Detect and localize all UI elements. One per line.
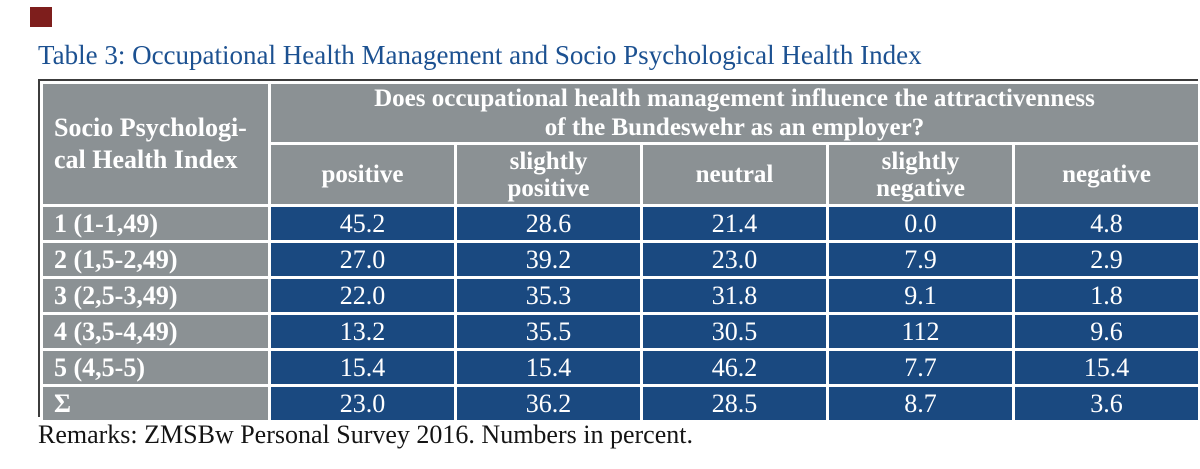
data-cell: 31.8	[640, 276, 829, 315]
data-cell: 35.5	[454, 312, 643, 351]
data-cell: 7.9	[826, 240, 1015, 279]
data-cell: 22.0	[268, 276, 457, 315]
table-row: 2 (1,5-2,49) 27.0 39.2 23.0 7.9 2.9	[40, 240, 1200, 279]
data-cell: 23.0	[268, 384, 457, 423]
data-cell: 112	[826, 312, 1015, 351]
question-header-cell: Does occupational health management infl…	[267, 81, 1200, 145]
data-cell: 28.5	[640, 384, 829, 423]
table-caption: Table 3: Occupational Health Management …	[38, 40, 922, 70]
table-row: 3 (2,5-3,49) 22.0 35.3 31.8 9.1 1.8	[40, 276, 1200, 315]
table-container: Socio Psychologi- cal Health Index Does …	[38, 79, 1200, 423]
data-cell: 36.2	[454, 384, 643, 423]
column-header-neutral: neutral	[640, 142, 829, 207]
column-header-slightly-positive: slightly positive	[454, 142, 643, 207]
data-cell: 15.4	[1011, 348, 1200, 387]
data-cell: 27.0	[268, 240, 457, 279]
data-cell: 46.2	[640, 348, 829, 387]
data-cell: 28.6	[454, 204, 643, 243]
row-label: 2 (1,5-2,49)	[40, 240, 271, 279]
remarks-text: Remarks: ZMSBw Personal Survey 2016. Num…	[38, 420, 693, 449]
table-row: 5 (4,5-5) 15.4 15.4 46.2 7.7 15.4	[40, 348, 1200, 387]
red-marker-square	[30, 7, 52, 27]
table-row: 1 (1-1,49) 45.2 28.6 21.4 0.0 4.8	[40, 204, 1200, 243]
data-cell: 8.7	[826, 384, 1015, 423]
row-label: 5 (4,5-5)	[40, 348, 271, 387]
data-cell: 1.8	[1011, 276, 1200, 315]
data-cell: 30.5	[640, 312, 829, 351]
data-cell: 4.8	[1011, 204, 1200, 243]
data-cell: 15.4	[268, 348, 457, 387]
data-cell: 9.6	[1011, 312, 1200, 351]
row-label: 1 (1-1,49)	[40, 204, 271, 243]
column-header-negative: negative	[1011, 142, 1200, 207]
data-cell: 0.0	[826, 204, 1015, 243]
row-header-cell: Socio Psychologi- cal Health Index	[40, 81, 271, 207]
data-cell: 9.1	[826, 276, 1015, 315]
data-cell: 45.2	[268, 204, 457, 243]
column-header-slightly-negative: slightly negative	[826, 142, 1015, 207]
data-cell: 15.4	[454, 348, 643, 387]
data-cell: 3.6	[1011, 384, 1200, 423]
column-header-row: positive slightly positive neutral sligh…	[42, 142, 1200, 207]
data-cell: 21.4	[640, 204, 829, 243]
data-cell: 23.0	[640, 240, 829, 279]
table-row: 4 (3,5-4,49) 13.2 35.5 30.5 112 9.6	[40, 312, 1200, 351]
data-cell: 13.2	[268, 312, 457, 351]
row-label-sigma: Σ	[40, 384, 271, 423]
data-cell: 2.9	[1011, 240, 1200, 279]
data-cell: 39.2	[454, 240, 643, 279]
column-header-positive: positive	[268, 142, 457, 207]
data-cell: 35.3	[454, 276, 643, 315]
health-index-table: Socio Psychologi- cal Health Index Does …	[40, 81, 1200, 423]
table-row-sum: Σ 23.0 36.2 28.5 8.7 3.6	[40, 384, 1200, 423]
row-label: 4 (3,5-4,49)	[40, 312, 271, 351]
data-cell: 7.7	[826, 348, 1015, 387]
row-label: 3 (2,5-3,49)	[40, 276, 271, 315]
header-question-row: Socio Psychologi- cal Health Index Does …	[40, 81, 1200, 207]
